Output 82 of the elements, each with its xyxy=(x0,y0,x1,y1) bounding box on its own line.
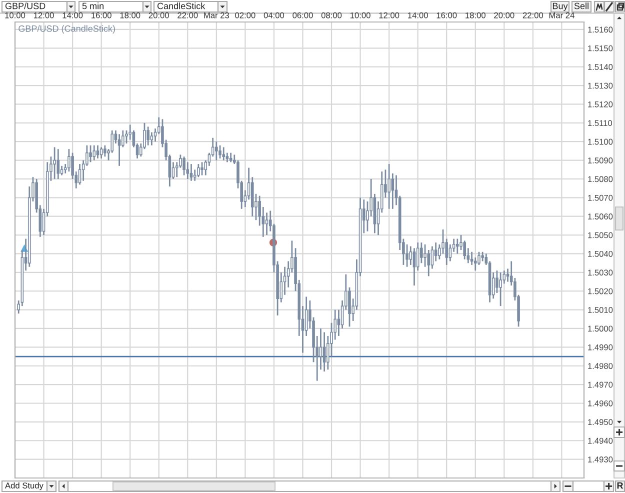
candlestick xyxy=(89,144,92,163)
y-tick-label: 1.5100 xyxy=(588,138,613,145)
y-tick-label: 1.5070 xyxy=(588,194,613,201)
x-tick-label: 14:00 xyxy=(408,12,428,18)
candlestick xyxy=(456,238,459,254)
y-tick-label: 1.5160 xyxy=(588,26,613,33)
candlestick xyxy=(434,242,438,262)
y-tick-label: 1.5150 xyxy=(588,45,613,52)
candlestick xyxy=(337,309,340,337)
x-tick-label: 10:00 xyxy=(5,12,26,18)
x-tick-label: 18:00 xyxy=(120,12,140,18)
candlestick xyxy=(265,212,268,236)
candlestick xyxy=(100,146,103,160)
candlestick xyxy=(200,161,204,176)
text: Sell xyxy=(574,2,588,10)
candlestick xyxy=(420,242,423,264)
candlestick xyxy=(56,148,60,180)
y-tick-label: 1.5140 xyxy=(588,64,613,70)
candlestick xyxy=(215,140,218,161)
y-tick-label: 1.5110 xyxy=(588,120,612,126)
candlestick xyxy=(53,146,56,180)
x-tick-label: Mar 23 xyxy=(204,12,230,18)
candlestick xyxy=(104,144,106,158)
x-tick-label: 08:00 xyxy=(321,12,342,18)
text: CandleStick xyxy=(157,2,206,10)
y-tick-label: 1.4970 xyxy=(588,382,613,388)
x-tick-label: Mar 24 xyxy=(549,12,574,18)
text: GBP/USD xyxy=(5,2,46,10)
candlestick xyxy=(78,163,82,186)
text: Buy xyxy=(552,2,568,11)
candlestick xyxy=(96,144,100,160)
candlestick xyxy=(150,132,154,146)
text: Add Study xyxy=(5,482,44,490)
x-tick-label: 22:00 xyxy=(522,12,544,18)
candlestick xyxy=(92,144,96,161)
candlestick xyxy=(222,146,226,161)
y-tick-label: 1.5130 xyxy=(588,82,613,89)
candlestick xyxy=(182,156,186,176)
y-tick-label: 1.5120 xyxy=(588,101,613,108)
x-tick-label: 18:00 xyxy=(466,12,486,18)
y-tick-label: 1.5000 xyxy=(588,326,613,332)
candlestick xyxy=(424,244,426,268)
candlestick xyxy=(146,126,150,146)
x-tick-label: 20:00 xyxy=(494,12,514,18)
y-tick-label: 1.5080 xyxy=(588,176,613,182)
x-tick-label: 02:00 xyxy=(235,12,256,18)
candlestick xyxy=(481,251,484,262)
candlestick xyxy=(197,163,200,178)
x-tick-label: 14:00 xyxy=(62,12,83,18)
x-tick-label: 04:00 xyxy=(264,12,284,18)
x-tick-label: 16:00 xyxy=(436,12,457,18)
candlestick xyxy=(499,272,502,307)
x-tick-label: 12:00 xyxy=(34,12,54,18)
y-tick-label: 1.4950 xyxy=(588,419,613,426)
y-tick-label: 1.5030 xyxy=(588,270,613,276)
text: 5 min xyxy=(82,2,104,10)
candlestick xyxy=(68,148,70,172)
y-tick-label: 1.4940 xyxy=(588,438,613,444)
candlestick xyxy=(190,163,193,182)
y-tick-label: 1.4980 xyxy=(588,363,613,369)
y-tick-label: 1.5060 xyxy=(588,214,613,220)
y-tick-label: 1.5020 xyxy=(588,288,613,294)
x-tick-label: 22:00 xyxy=(178,12,198,18)
x-tick-label: 20:00 xyxy=(148,12,169,18)
candlestick xyxy=(218,144,222,160)
candlestick xyxy=(388,163,390,210)
y-tick-label: 1.4930 xyxy=(588,456,613,462)
y-tick-label: 1.5040 xyxy=(588,250,613,257)
y-tick-label: 1.5090 xyxy=(588,157,613,164)
y-tick-label: 1.5050 xyxy=(588,232,613,238)
y-tick-label: 1.4960 xyxy=(588,400,613,406)
text: R xyxy=(617,482,624,489)
candlestick xyxy=(391,172,394,210)
y-tick-label: 1.4990 xyxy=(588,344,613,350)
y-tick-label: 1.5010 xyxy=(588,307,613,313)
x-tick-label: 10:00 xyxy=(350,12,370,18)
x-tick-label: 12:00 xyxy=(379,12,400,18)
candlestick xyxy=(409,246,412,266)
x-tick-label: 16:00 xyxy=(92,12,112,18)
text: GBP/USD (CandleStick) xyxy=(18,25,115,34)
candlestick xyxy=(118,133,121,167)
x-tick-label: 06:00 xyxy=(292,12,313,18)
